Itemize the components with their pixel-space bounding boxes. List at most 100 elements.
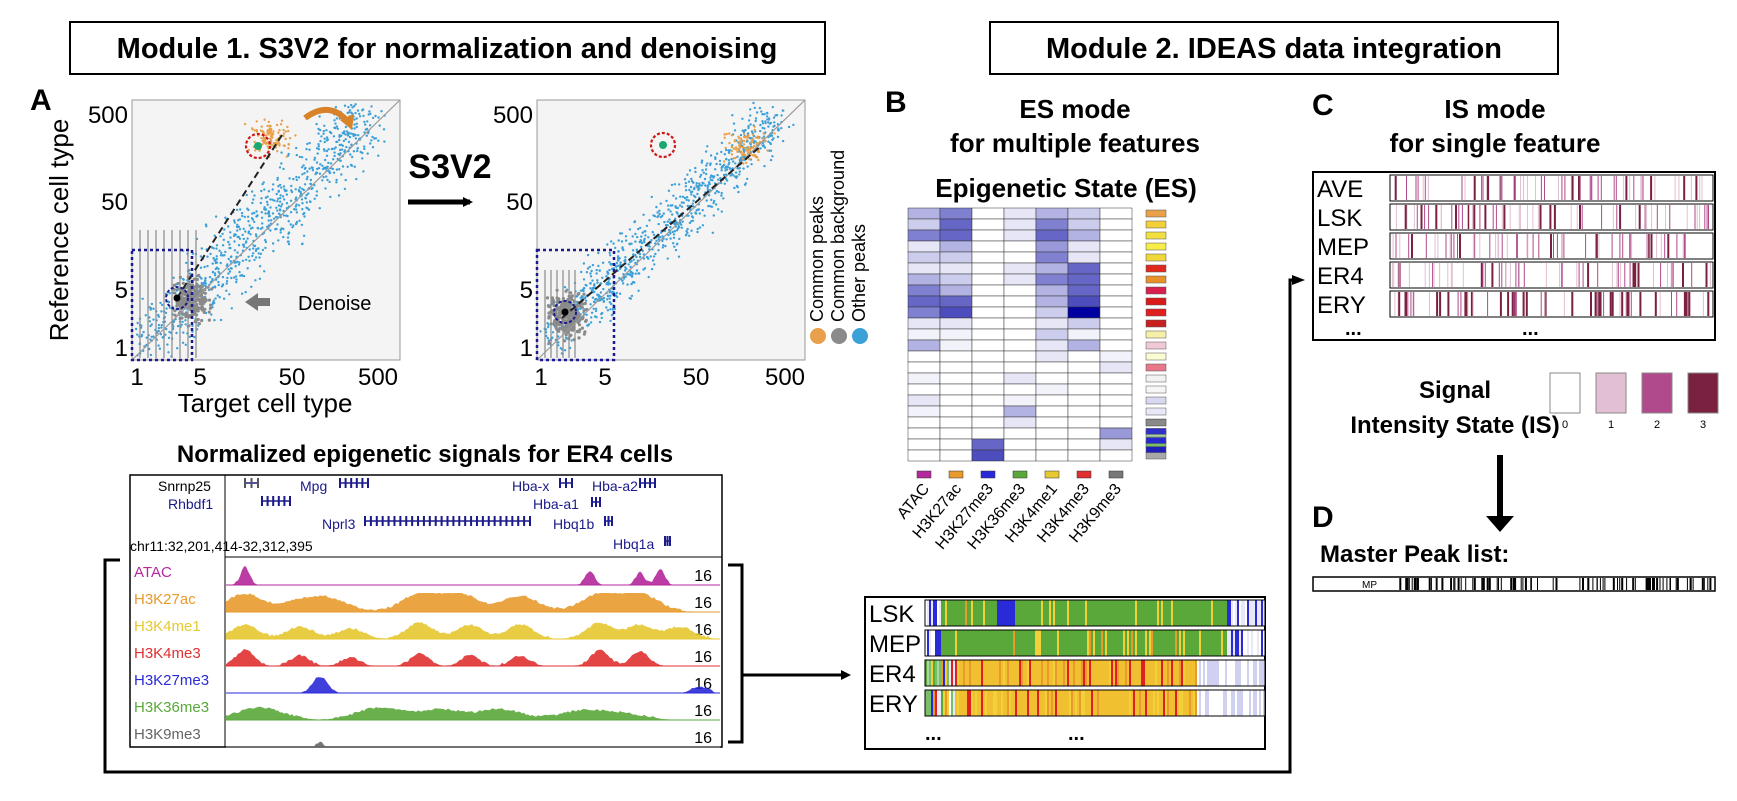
other-peak-point [755, 111, 759, 114]
other-peak-point [356, 149, 359, 153]
other-peak-point [712, 214, 715, 217]
is-state-segment [1450, 234, 1452, 258]
master-peak-bar [1488, 578, 1491, 590]
state-color-swatch [1145, 396, 1167, 405]
other-peak-point [687, 180, 691, 183]
heatmap-cell [1099, 240, 1133, 253]
other-peak-point [640, 241, 644, 245]
master-peak-bar [1656, 578, 1659, 590]
other-peak-point [698, 226, 702, 229]
es-state-segment [1241, 660, 1243, 686]
heatmap-cell [1099, 306, 1133, 319]
es-state-segment [1181, 690, 1183, 716]
other-peak-point [172, 325, 175, 328]
es-track-label: MEP [869, 631, 921, 658]
es-state-segment [935, 600, 937, 626]
heatmap-cell [1067, 251, 1101, 264]
es-state-segment [935, 690, 937, 716]
is-state-segment [1413, 205, 1415, 229]
peak-center-point [254, 142, 262, 150]
master-peak-bar [1481, 578, 1483, 590]
gene-exon [470, 516, 473, 526]
other-peak-point [340, 148, 344, 151]
other-peak-point [239, 274, 242, 277]
es-state-segment [975, 660, 977, 686]
is-state-segment [1637, 263, 1640, 287]
es-state-segment [1195, 660, 1197, 686]
other-peak-point [622, 277, 626, 280]
es-state-segment [1087, 600, 1089, 626]
common-background-point [580, 306, 584, 310]
master-peak-bar [1500, 578, 1502, 590]
es-state-segment [931, 660, 933, 686]
other-peak-point [679, 195, 682, 198]
other-peak-point [302, 164, 305, 167]
other-peak-point [668, 218, 671, 221]
other-peak-point [320, 135, 323, 138]
es-state-segment [1247, 690, 1249, 716]
es-track-row [924, 689, 1266, 717]
es-state-segment [1183, 600, 1185, 626]
heatmap-cell [1067, 361, 1101, 374]
es-state-segment [1171, 660, 1173, 686]
other-peak-point [720, 150, 723, 154]
other-peak-point [335, 117, 338, 120]
other-peak-point [254, 256, 258, 259]
es-state-segment [945, 660, 947, 686]
common-background-point [577, 330, 581, 334]
master-peak-bar [1703, 578, 1705, 590]
other-peak-point [361, 157, 364, 160]
common-peak-point [730, 134, 734, 137]
common-background-point [176, 281, 180, 286]
is-state-segment [1479, 234, 1481, 258]
other-peak-point [631, 249, 635, 252]
common-peak-point [736, 150, 739, 153]
es-state-segment [1139, 630, 1141, 656]
es-track-row [924, 629, 1266, 657]
other-peak-point [734, 171, 738, 174]
es-state-segment [1227, 660, 1229, 686]
other-peak-point [377, 139, 380, 142]
other-peak-point [242, 237, 245, 241]
is-state-segment [1518, 263, 1520, 287]
common-peak-point [270, 143, 273, 146]
other-peak-point [282, 167, 285, 171]
es-state-segment [1021, 660, 1023, 686]
heatmap-cell [1003, 251, 1037, 264]
other-peak-point [266, 203, 269, 206]
scatter-plot-before: Denoise [130, 99, 401, 362]
common-peak-point [750, 141, 753, 144]
es-state-segment [1225, 600, 1227, 626]
other-peak-point [278, 183, 282, 187]
es-state-segment [1217, 600, 1219, 626]
es-state-segment [1255, 630, 1257, 656]
es-state-segment [957, 660, 959, 686]
other-peak-point [260, 189, 263, 193]
is-state-segment [1556, 234, 1558, 258]
is-state-segment [1660, 234, 1662, 258]
other-peak-point [184, 319, 187, 322]
es-state-segment [1017, 690, 1019, 716]
es-state-segment [1191, 690, 1193, 716]
es-state-segment [1131, 630, 1133, 656]
es-state-segment [1147, 690, 1149, 716]
other-peak-point [308, 200, 312, 203]
is-state-segment [1585, 234, 1587, 258]
heatmap-cell [1067, 273, 1101, 286]
other-peak-point [614, 246, 617, 250]
other-peak-point [589, 321, 593, 324]
gene-exon [565, 478, 567, 488]
other-peak-point [615, 265, 618, 268]
signal-track [226, 566, 720, 585]
es-state-segment [1019, 630, 1021, 656]
module1-title: Module 1. S3V2 for normalization and den… [117, 33, 778, 65]
heatmap-cell [1099, 328, 1133, 341]
other-peak-point [225, 282, 228, 285]
heatmap-cell [1099, 438, 1133, 451]
es-state-segment [1157, 660, 1159, 686]
other-peak-point [772, 125, 775, 128]
other-peak-point [684, 185, 687, 188]
gene-exon [283, 496, 286, 506]
legend-label: Common background [828, 150, 848, 322]
other-peak-point [313, 197, 316, 200]
